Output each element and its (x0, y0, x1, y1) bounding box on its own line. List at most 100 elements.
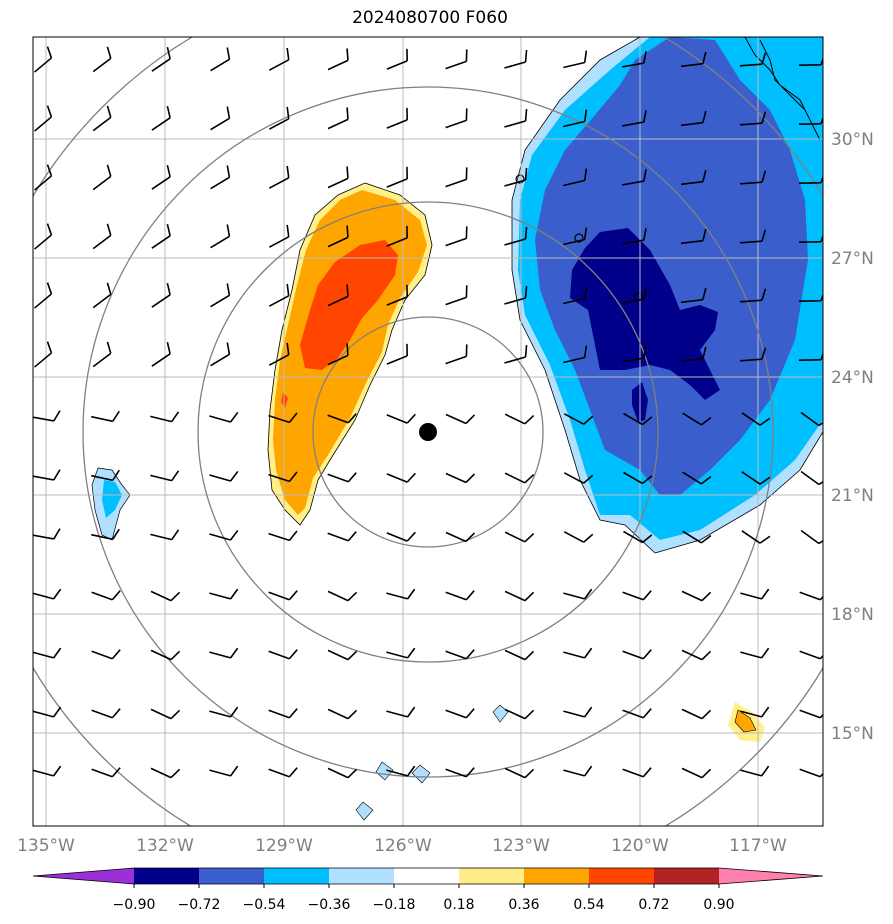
wind-barb (327, 767, 358, 779)
wind-barb (563, 50, 588, 69)
wind-barb (504, 590, 535, 602)
wind-barb (386, 107, 408, 129)
wind-barb (150, 708, 181, 720)
wind-barb (33, 647, 62, 659)
blob-s1 (411, 764, 431, 784)
colorbar-segment (329, 868, 394, 884)
range-ring (197, 201, 659, 663)
wind-barb (623, 530, 653, 544)
blob-s3 (355, 801, 374, 821)
blob-s2 (375, 761, 394, 781)
wind-barb (386, 48, 408, 70)
wind-barb (327, 343, 349, 366)
wind-barb (209, 647, 239, 659)
gridlines (33, 37, 823, 826)
wind-barb (800, 529, 823, 545)
wind-barb (682, 530, 712, 544)
wind-barb (150, 470, 180, 482)
wind-barb (622, 708, 652, 719)
wind-barb (34, 341, 53, 368)
wind-barb (34, 223, 53, 250)
wind-barb (327, 590, 358, 602)
wind-barb (151, 223, 171, 249)
positive-region-3 (300, 240, 398, 370)
wind-barb (563, 286, 588, 305)
wind-barb (623, 471, 653, 485)
wind-barb (445, 226, 468, 247)
wind-barb (504, 285, 528, 305)
lon-tick-label: 117°W (729, 836, 787, 856)
wind-barb (739, 111, 767, 126)
wind-barb (268, 412, 298, 424)
wind-barb (386, 284, 408, 306)
chart-title: 2024080700 F060 (352, 8, 508, 28)
lon-tick-label: 132°W (136, 836, 194, 856)
wind-barb (799, 591, 823, 601)
lat-tick-label: 27°N (831, 249, 874, 269)
wind-barb (92, 105, 112, 132)
wind-barb (445, 344, 468, 365)
wind-barb (682, 471, 712, 485)
wind-barb (386, 472, 416, 483)
colorbar-extend-low (33, 868, 134, 884)
colorbar-tick-label: 0.36 (508, 897, 539, 913)
wind-barb (386, 765, 416, 777)
wind-barb (91, 528, 120, 541)
wind-barb (327, 107, 349, 130)
wind-barb (740, 588, 770, 600)
lat-tick-label: 24°N (831, 368, 874, 388)
wind-barb (150, 529, 180, 541)
wind-barb (798, 115, 823, 125)
wind-barb (680, 287, 707, 304)
wind-barb (445, 531, 476, 543)
range-ring (312, 316, 544, 548)
wind-barb (445, 285, 468, 306)
wind-barb (741, 530, 771, 544)
wind-barb (445, 708, 475, 719)
wind-barb (800, 470, 823, 486)
wind-barb (150, 590, 181, 602)
colorbar-tick-label: −0.90 (113, 897, 156, 913)
colorbar-extend-high (719, 868, 823, 884)
shaded-field (91, 37, 823, 821)
wind-barb (741, 412, 771, 426)
wind-barb (682, 412, 712, 426)
wind-barb (386, 588, 416, 600)
wind-barb (33, 706, 62, 718)
wind-barb (268, 590, 298, 601)
wind-barb (622, 346, 647, 363)
center-marker (419, 423, 437, 441)
wind-barb (92, 341, 112, 368)
wind-barb (563, 647, 593, 659)
blob-s4 (492, 704, 509, 723)
wind-barb (680, 169, 707, 186)
wind-barb (798, 174, 823, 184)
lon-tick-label: 135°W (17, 836, 75, 856)
wind-barb (563, 413, 594, 425)
wind-barb (268, 708, 298, 719)
wind-barb (504, 472, 535, 484)
wind-barb (563, 706, 593, 718)
wind-barb (327, 649, 358, 661)
negative-region-4 (570, 228, 720, 400)
wind-barb (740, 706, 770, 718)
wind-barb (622, 110, 647, 127)
colorbar-segment (654, 868, 719, 884)
wind-barb (34, 282, 53, 309)
colorbar-segment (394, 868, 459, 884)
wind-barb (268, 471, 298, 483)
lat-tick-label: 18°N (831, 605, 874, 625)
blob-east-positive-inner (734, 709, 757, 733)
plot-frame (32, 36, 824, 827)
lat-tick-label: 15°N (831, 724, 874, 744)
wind-barb (504, 226, 528, 246)
wind-barb (327, 708, 358, 720)
wind-barb (33, 410, 61, 422)
wind-barb (209, 470, 239, 482)
wind-barb (151, 105, 171, 131)
colorbar-segment (134, 868, 199, 884)
wind-barb (327, 225, 349, 248)
colorbar-tick-label: −0.18 (373, 897, 416, 913)
wind-barb (563, 345, 588, 364)
wind-barb (445, 590, 475, 601)
